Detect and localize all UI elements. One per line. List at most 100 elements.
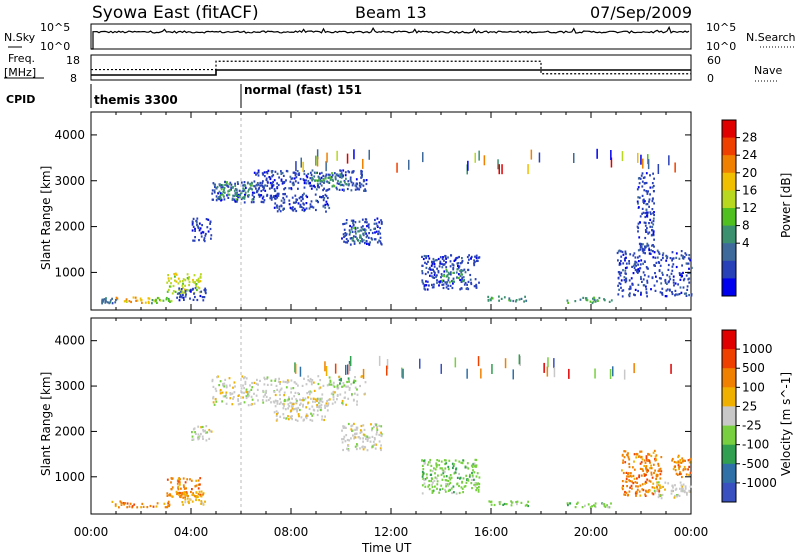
velocity-cell: [430, 480, 433, 483]
power-cell: [230, 183, 233, 186]
power-cell: [447, 271, 450, 274]
velocity-cell: [279, 393, 281, 396]
velocity-cell: [353, 398, 355, 401]
power-cell: [643, 221, 646, 224]
power-cell: [639, 242, 642, 245]
velocity-cell: [305, 417, 308, 420]
power-cell: [233, 194, 236, 198]
power-cell: [240, 181, 243, 184]
power-cell: [231, 198, 234, 201]
power-cell: [354, 226, 357, 229]
power-cell: [319, 172, 321, 175]
velocity-cell: [229, 384, 231, 387]
power-cell: [451, 286, 454, 290]
velocity-cell: [371, 429, 373, 432]
power-cell: [638, 260, 640, 263]
power-cell: [317, 201, 319, 204]
velocity-cell: [345, 385, 348, 388]
velocity-colorbar-tick-label: 1000: [742, 342, 773, 356]
power-cell: [647, 211, 649, 214]
velocity-cell: [182, 496, 185, 499]
velocity-cell: [229, 393, 232, 396]
power-cell: [270, 198, 273, 201]
velocity-cell: [329, 380, 332, 383]
power-colorbar-tick-label: 20: [742, 166, 757, 180]
power-cell: [637, 256, 639, 259]
velocity-cell: [441, 478, 444, 481]
power-cell: [310, 184, 313, 187]
velocity-cell: [651, 492, 654, 495]
power-cell: [349, 176, 352, 179]
power-cell: [308, 207, 311, 210]
velocity-cell: [461, 462, 464, 465]
power-cell: [280, 199, 283, 202]
power-cell: [651, 182, 654, 185]
velocity-cell: [234, 385, 236, 388]
power-cell: [644, 212, 647, 215]
power-cell: [345, 183, 347, 186]
velocity-cell: [253, 402, 256, 405]
power-cell: [362, 232, 364, 235]
power-cell: [260, 184, 263, 187]
power-cell: [649, 225, 652, 228]
velocity-cell: [167, 500, 170, 503]
power-cell: [186, 277, 189, 280]
power-cell: [636, 270, 638, 273]
velocity-cell: [475, 465, 477, 468]
power-cell: [226, 181, 228, 184]
power-cell: [432, 268, 434, 271]
power-cell: [350, 189, 353, 192]
velocity-cell: [270, 383, 273, 386]
power-cell: [639, 246, 642, 249]
velocity-cell: [183, 491, 186, 494]
power-cell: [640, 275, 642, 279]
power-cell: [503, 296, 506, 299]
power-cell: [292, 206, 294, 209]
velocity-cell: [493, 503, 496, 507]
velocity-cell: [421, 459, 423, 462]
velocity-cell: [421, 464, 424, 467]
velocity-cell: [259, 379, 261, 382]
power-cell: [200, 273, 202, 276]
velocity-cell: [307, 396, 309, 399]
velocity-streak: [299, 366, 302, 377]
velocity-cell: [498, 501, 501, 504]
power-cell: [649, 211, 652, 214]
velocity-cell: [359, 447, 361, 450]
velocity-cell: [318, 406, 320, 409]
power-cell: [352, 221, 354, 224]
power-cell: [634, 260, 637, 263]
velocity-cell: [309, 418, 312, 422]
power-cell: [450, 254, 452, 257]
power-cell: [219, 197, 222, 200]
power-panel: Slant Range [km]: [39, 111, 693, 311]
velocity-cell: [511, 501, 513, 504]
power-cell: [340, 176, 343, 179]
power-cell: [200, 290, 203, 293]
power-cell: [446, 274, 449, 278]
velocity-cell: [674, 469, 677, 472]
power-cell: [203, 296, 206, 299]
power-cell: [365, 179, 368, 182]
power-cell: [156, 301, 158, 304]
power-cell: [643, 201, 645, 205]
power-cell: [236, 200, 238, 203]
power-cell: [617, 293, 620, 296]
power-cell: [218, 196, 220, 199]
power-cell: [148, 301, 150, 305]
velocity-cell: [182, 477, 185, 480]
velocity-cell: [376, 425, 378, 428]
time-xtick-label: 20:00: [574, 525, 609, 539]
power-cell: [470, 255, 473, 258]
power-cell: [622, 289, 625, 292]
power-cell: [103, 298, 106, 301]
power-cell: [518, 298, 521, 301]
power-cell: [320, 184, 323, 187]
power-cell: [441, 257, 444, 261]
freq-tick-high: 18: [66, 54, 80, 67]
power-cell: [273, 179, 276, 182]
velocity-cell: [593, 504, 595, 507]
power-cell: [178, 296, 181, 299]
power-cell: [446, 281, 449, 284]
